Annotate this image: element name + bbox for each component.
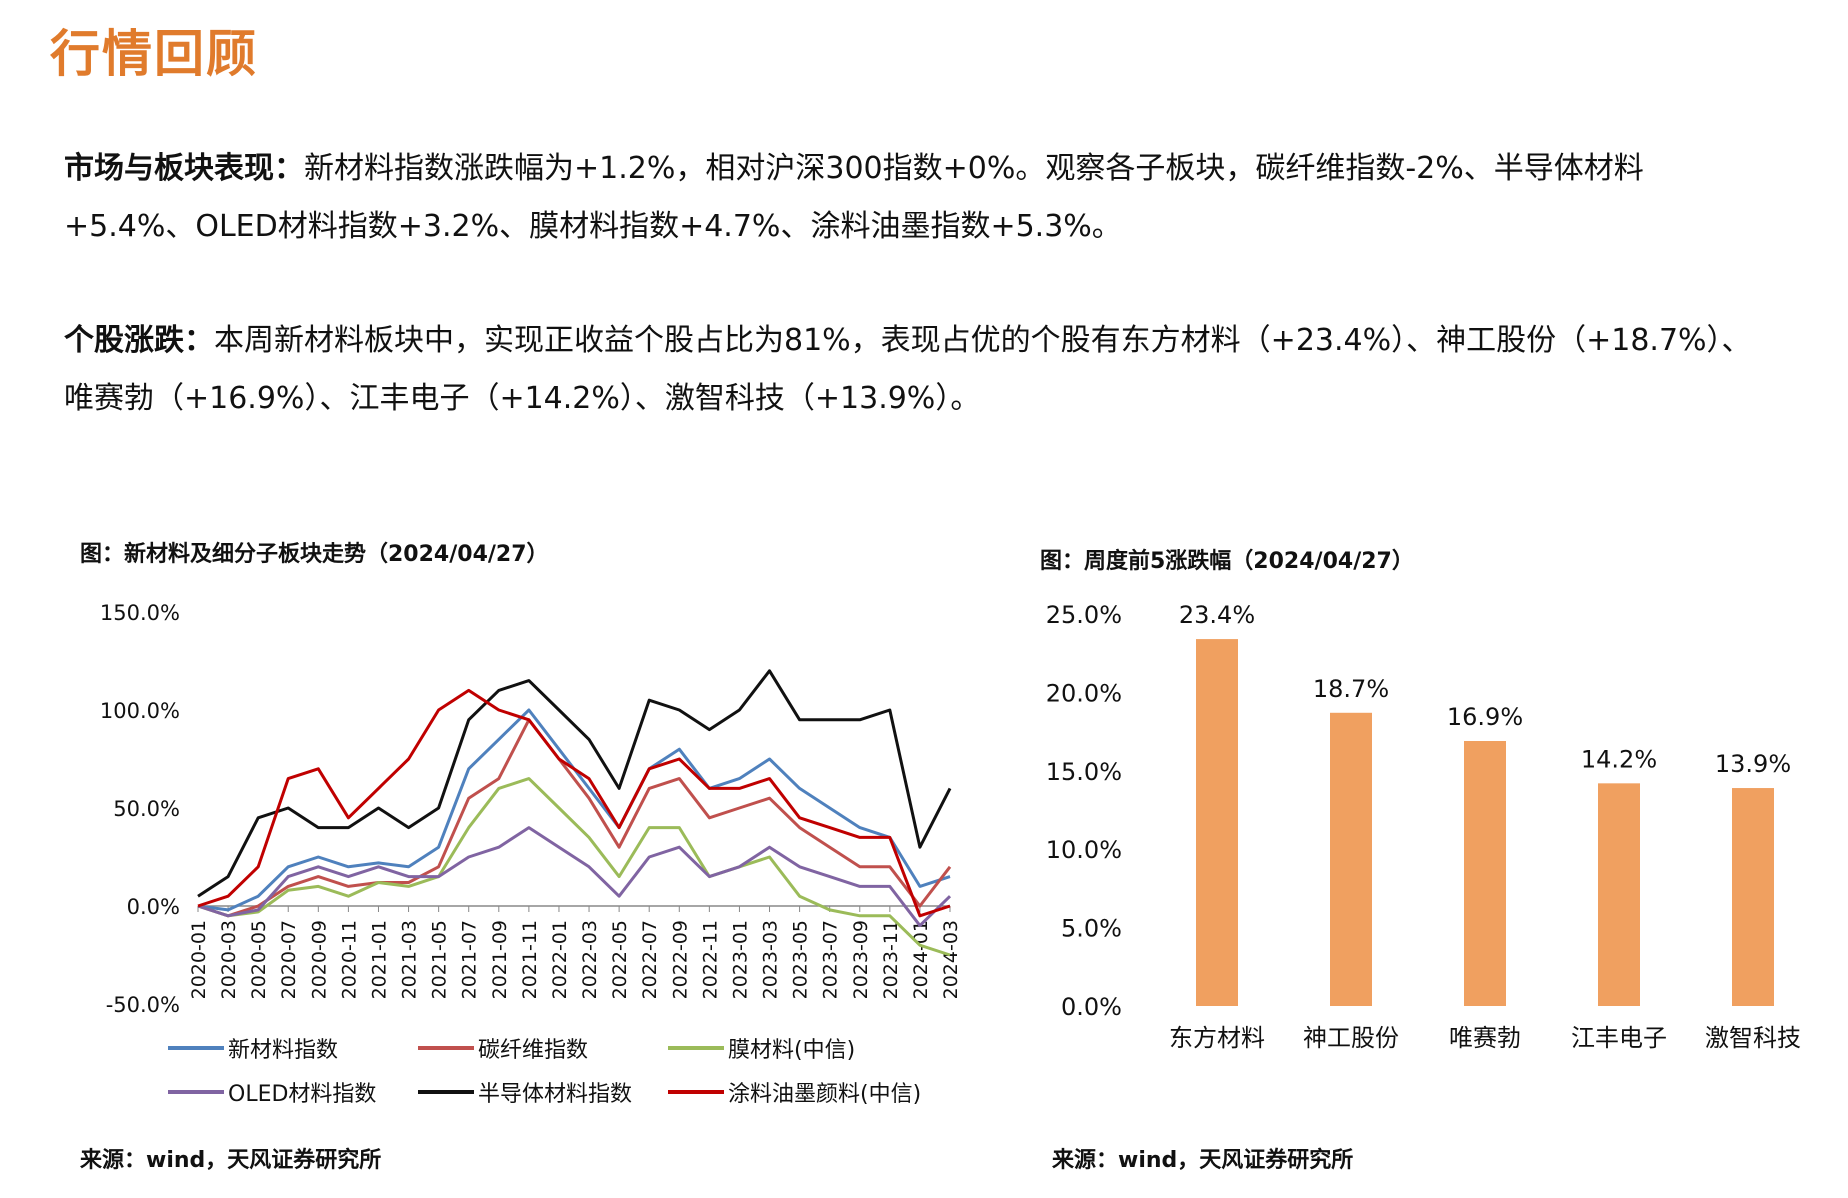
bar-data-label: 23.4% — [1179, 601, 1255, 629]
bar-y-tick-label: 20.0% — [1046, 679, 1122, 707]
line-series — [197, 826, 952, 928]
bar-chart-caption: 图：周度前5涨跌幅（2024/04/27） — [1040, 549, 1414, 574]
stock-paragraph-text: 本周新材料板块中，实现正收益个股占比为81%，表现占优的个股有东方材料（+23.… — [64, 323, 1752, 416]
page-title: 行情回顾 — [50, 25, 258, 83]
market-paragraph-text: 新材料指数涨跌幅为+1.2%，相对沪深300指数+0%。观察各子板块，碳纤维指数… — [64, 151, 1644, 244]
bar-data-label: 14.2% — [1581, 745, 1657, 773]
legend-swatch — [668, 1046, 724, 1050]
legend-item: 膜材料(中信) — [668, 1032, 855, 1064]
line-x-tick-label: 2024-03 — [940, 920, 960, 999]
bar-category-label: 唯赛勃 — [1449, 1024, 1521, 1050]
bar-chart: 25.0% 20.0% 15.0% 10.0% 5.0% 0.0% 23.4% 东方材料 18.… — [1046, 601, 1801, 1050]
line-chart-caption: 图：新材料及细分子板块走势（2024/04/27） — [80, 542, 549, 567]
legend-item: 碳纤维指数 — [418, 1032, 588, 1064]
bar-data-label: 18.7% — [1313, 675, 1389, 703]
line-y-tick-label: -50.0% — [106, 993, 180, 1017]
bar-category-label: 激智科技 — [1705, 1024, 1801, 1050]
line-x-tick-label: 2021-09 — [489, 920, 511, 999]
legend-swatch — [418, 1046, 474, 1050]
legend-label: 新材料指数 — [228, 1038, 339, 1063]
legend-label: 涂料油墨颜料(中信) — [728, 1082, 922, 1107]
line-y-tick-label: 0.0% — [127, 895, 180, 919]
bar-category-label: 江丰电子 — [1571, 1024, 1667, 1050]
line-x-tick-label: 2021-05 — [429, 920, 451, 999]
bar-data-label: 16.9% — [1447, 703, 1523, 731]
legend-label: 膜材料(中信) — [728, 1038, 856, 1063]
line-x-tick-label: 2022-01 — [549, 920, 571, 999]
line-x-tick-label: 2021-11 — [519, 920, 541, 999]
line-series — [197, 777, 951, 957]
line-x-tick-label: 2021-03 — [399, 920, 421, 999]
market-paragraph-lead: 市场与板块表现： — [64, 151, 304, 186]
source-right: 来源：wind，天风证券研究所 — [1052, 1148, 1354, 1173]
line-x-tick-label: 2023-03 — [760, 920, 782, 999]
line-x-tick-label: 2023-11 — [880, 920, 902, 999]
line-x-tick-label: 2020-03 — [218, 920, 240, 999]
line-x-tick-label: 2021-01 — [368, 920, 390, 999]
legend-swatch — [168, 1046, 224, 1050]
bar — [1196, 639, 1238, 1006]
legend-swatch — [418, 1090, 474, 1094]
line-x-tick-label: 2022-07 — [639, 920, 661, 999]
bar-y-tick-label: 5.0% — [1061, 915, 1122, 943]
line-x-tick-label: 2022-05 — [609, 920, 631, 999]
line-y-tick-label: 50.0% — [113, 797, 180, 821]
legend-item: OLED材料指数 — [168, 1076, 376, 1108]
legend-item: 半导体材料指数 — [418, 1076, 632, 1108]
bar-category-label: 东方材料 — [1169, 1024, 1265, 1050]
legend-swatch — [668, 1090, 724, 1094]
legend-item: 新材料指数 — [168, 1032, 338, 1064]
line-x-tick-label: 2023-05 — [790, 920, 812, 999]
line-x-tick-label: 2022-09 — [669, 920, 691, 999]
bar — [1732, 788, 1774, 1006]
line-x-tick-label: 2023-09 — [850, 920, 872, 999]
stock-paragraph-lead: 个股涨跌： — [64, 323, 214, 358]
line-x-tick-label: 2020-09 — [308, 920, 330, 999]
legend-label: 碳纤维指数 — [478, 1038, 589, 1063]
bar-category-label: 神工股份 — [1303, 1024, 1399, 1050]
legend-label: 半导体材料指数 — [478, 1082, 633, 1107]
bar-y-tick-label: 0.0% — [1061, 993, 1122, 1021]
legend-item: 涂料油墨颜料(中信) — [668, 1076, 921, 1108]
market-paragraph: 市场与板块表现：新材料指数涨跌幅为+1.2%，相对沪深300指数+0%。观察各子… — [64, 140, 1764, 256]
line-x-tick-label: 2020-11 — [338, 920, 360, 999]
line-series — [197, 669, 952, 898]
bar — [1330, 712, 1372, 1006]
line-y-tick-label: 150.0% — [100, 601, 180, 625]
legend-swatch — [168, 1090, 224, 1094]
line-series — [197, 688, 951, 918]
line-x-tick-label: 2021-07 — [459, 920, 481, 999]
line-x-tick-label: 2023-07 — [820, 920, 842, 999]
line-x-tick-label: 2022-03 — [579, 920, 601, 999]
line-chart: 150.0% 100.0% 50.0% 0.0% -50.0% 2020-01 2020-0… — [100, 601, 960, 1017]
bar-y-tick-label: 15.0% — [1046, 758, 1122, 786]
line-x-tick-label: 2022-11 — [699, 920, 721, 999]
line-y-tick-label: 100.0% — [100, 699, 180, 723]
bar — [1598, 783, 1640, 1006]
bar — [1464, 741, 1506, 1006]
stock-paragraph: 个股涨跌：本周新材料板块中，实现正收益个股占比为81%，表现占优的个股有东方材料… — [64, 312, 1764, 428]
bar-data-label: 13.9% — [1715, 750, 1791, 778]
line-x-tick-label: 2020-05 — [248, 920, 270, 999]
legend-label: OLED材料指数 — [228, 1082, 377, 1107]
line-x-tick-label: 2020-07 — [278, 920, 300, 999]
line-x-tick-label: 2023-01 — [729, 920, 751, 999]
source-left: 来源：wind，天风证券研究所 — [80, 1148, 382, 1173]
bar-y-tick-label: 10.0% — [1046, 836, 1122, 864]
line-x-tick-label: 2020-01 — [188, 920, 210, 999]
line-x-tick-label: 2024-01 — [910, 920, 932, 999]
line-series — [197, 718, 952, 918]
bar-y-tick-label: 25.0% — [1046, 601, 1122, 629]
